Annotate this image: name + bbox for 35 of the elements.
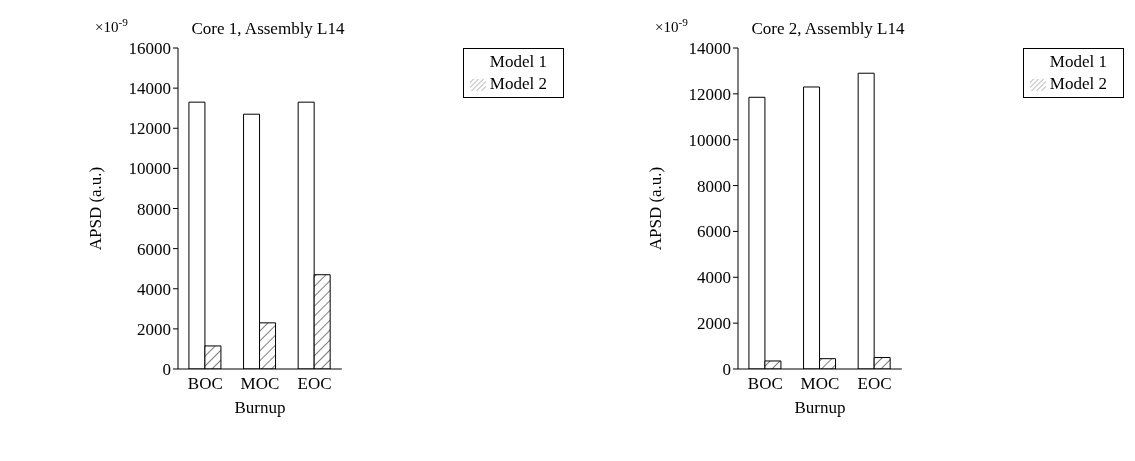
y-tick-label: 14000 bbox=[128, 79, 171, 99]
legend-label: Model 2 bbox=[489, 74, 547, 93]
x-axis-title: Burnup bbox=[234, 398, 286, 417]
chart-title: Core 1, Assembly L14 bbox=[191, 19, 345, 38]
chart-title: Core 2, Assembly L14 bbox=[751, 19, 905, 38]
text: Model 1 bbox=[1049, 52, 1107, 71]
y-tick-label: 10000 bbox=[128, 159, 171, 179]
y-tick-label: 14000 bbox=[688, 39, 731, 59]
y-axis-title: APSD (a.u.) bbox=[646, 166, 666, 251]
y-tick-label: 2000 bbox=[697, 314, 731, 334]
y-tick-label: 12000 bbox=[688, 84, 731, 104]
x-tick-label: EOC bbox=[857, 374, 892, 394]
y-tick-label: 10000 bbox=[688, 130, 731, 150]
y-tick-label: 16000 bbox=[128, 39, 171, 59]
y-tick-label: 8000 bbox=[697, 176, 731, 196]
legend-label: Model 2 bbox=[1049, 74, 1107, 93]
y-tick-label: 0 bbox=[162, 360, 171, 380]
x-axis-title: Burnup bbox=[794, 398, 846, 417]
y-tick-label: 2000 bbox=[137, 319, 171, 339]
y-tick-label: 4000 bbox=[137, 279, 171, 299]
x-tick-label: MOC bbox=[240, 374, 280, 394]
x-tick-label: EOC bbox=[297, 374, 332, 394]
y-axis-title: APSD (a.u.) bbox=[86, 166, 106, 251]
y-tick-label: 8000 bbox=[137, 199, 171, 219]
x-tick-label: BOC bbox=[187, 374, 223, 394]
y-tick-label: 6000 bbox=[697, 222, 731, 242]
text: Model 1 bbox=[489, 52, 547, 71]
y-tick-label: 6000 bbox=[137, 239, 171, 259]
y-tick-label: 0 bbox=[722, 360, 731, 380]
text: ×10$^{-9}$ bbox=[655, 16, 689, 35]
x-tick-label: BOC bbox=[747, 374, 783, 394]
x-tick-label: MOC bbox=[800, 374, 840, 394]
text: ×10$^{-9}$ bbox=[95, 16, 129, 35]
y-tick-label: 4000 bbox=[697, 268, 731, 288]
y-tick-label: 12000 bbox=[128, 119, 171, 139]
